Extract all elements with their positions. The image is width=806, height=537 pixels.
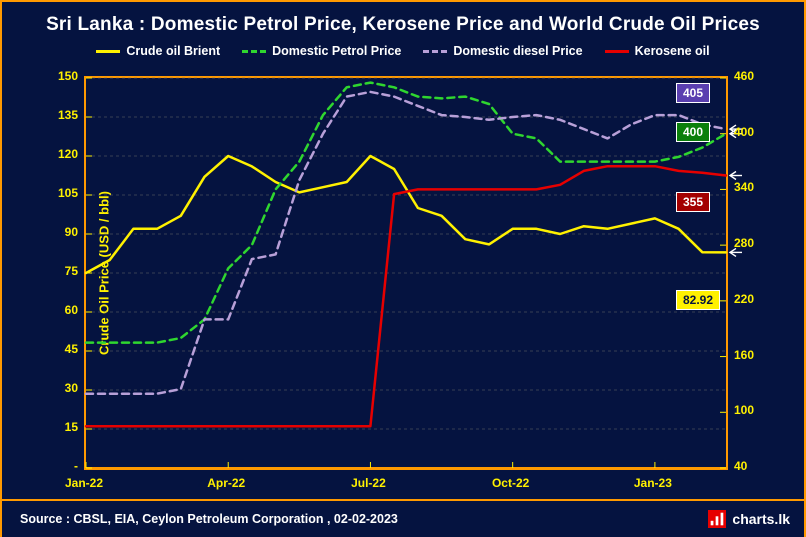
plot-svg [86, 78, 726, 468]
y-right-tick: 40 [734, 459, 764, 473]
y-left-tick: 75 [48, 264, 78, 278]
x-tick: Oct-22 [492, 476, 529, 490]
legend-swatch-icon [96, 50, 120, 53]
y-left-tick: 15 [48, 420, 78, 434]
y-left-tick: 150 [48, 69, 78, 83]
end-value-label: 82.92 [676, 290, 720, 310]
legend-swatch-icon [242, 50, 266, 53]
legend-swatch-icon [423, 50, 447, 53]
y-left-tick: 90 [48, 225, 78, 239]
legend-label: Kerosene oil [635, 44, 710, 58]
x-tick: Jan-22 [65, 476, 103, 490]
y-right-tick: 280 [734, 236, 764, 250]
plot-area [84, 76, 728, 470]
x-tick: Apr-22 [207, 476, 245, 490]
legend-label: Domestic diesel Price [453, 44, 582, 58]
legend-swatch-icon [605, 50, 629, 53]
y-right-tick: 160 [734, 348, 764, 362]
end-value-label: 400 [676, 122, 710, 142]
end-value-label: 355 [676, 192, 710, 212]
y-right-tick: 220 [734, 292, 764, 306]
chart-title-bar: Sri Lanka : Domestic Petrol Price, Keros… [2, 2, 804, 44]
x-tick: Jan-23 [634, 476, 672, 490]
x-tick: Jul-22 [351, 476, 386, 490]
brand: charts.lk [708, 510, 790, 528]
plot-wrap: Crude Oil Price (USD / bbl) Petrol, Dies… [48, 76, 758, 470]
legend-item: Kerosene oil [605, 44, 710, 58]
y-right-tick: 340 [734, 180, 764, 194]
y-left-tick: 45 [48, 342, 78, 356]
footer: Source : CBSL, EIA, Ceylon Petroleum Cor… [2, 499, 804, 537]
chart-title: Sri Lanka : Domestic Petrol Price, Keros… [46, 14, 760, 35]
legend-label: Domestic Petrol Price [272, 44, 401, 58]
y-right-tick: 400 [734, 125, 764, 139]
y-right-tick: 460 [734, 69, 764, 83]
source-text: Source : CBSL, EIA, Ceylon Petroleum Cor… [20, 512, 398, 526]
chart-panel: Sri Lanka : Domestic Petrol Price, Keros… [0, 0, 806, 537]
legend: Crude oil Brient Domestic Petrol Price Dom… [2, 44, 804, 58]
brand-logo-icon [708, 510, 726, 528]
y-right-tick: 100 [734, 403, 764, 417]
y-left-tick: 105 [48, 186, 78, 200]
end-value-label: 405 [676, 83, 710, 103]
legend-label: Crude oil Brient [126, 44, 220, 58]
y-left-tick: 60 [48, 303, 78, 317]
y-left-tick: - [48, 459, 78, 473]
y-left-tick: 120 [48, 147, 78, 161]
legend-item: Domestic diesel Price [423, 44, 582, 58]
brand-name: charts.lk [732, 511, 790, 527]
legend-item: Domestic Petrol Price [242, 44, 401, 58]
y-left-tick: 30 [48, 381, 78, 395]
y-left-tick: 135 [48, 108, 78, 122]
legend-item: Crude oil Brient [96, 44, 220, 58]
